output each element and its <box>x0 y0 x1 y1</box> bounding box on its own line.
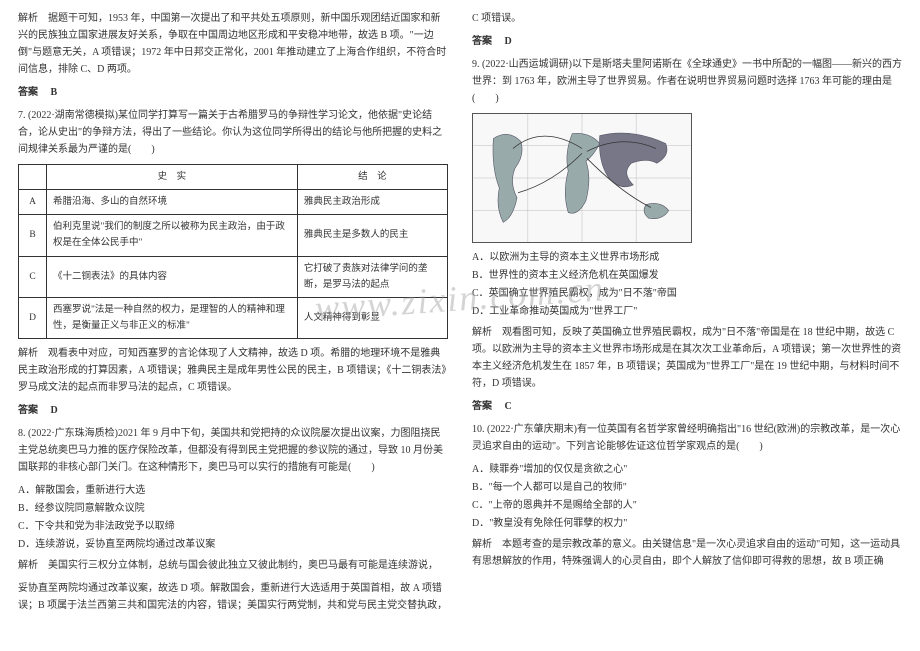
row-lab-a: A <box>19 190 47 215</box>
answer-label-4: 答案 <box>472 401 492 412</box>
row-lab-b: B <box>19 215 47 256</box>
row-lab-c: C <box>19 256 47 297</box>
row-fact-a: 希腊沿海、多山的自然环境 <box>47 190 298 215</box>
row-conc-c: 它打破了贵族对法律学问的垄断，是罗马法的起点 <box>297 256 447 297</box>
q10-opt-d: D．"教皇没有免除任何罪孽的权力" <box>472 515 902 532</box>
q8-options: A．解散国会，重新进行大选 B．经参议院同意解散众议院 C．下令共和党为非法政党… <box>18 482 448 553</box>
question-9: 9. (2022·山西运城调研)以下是斯塔夫里阿诺斯在《全球通史》一书中所配的一… <box>472 56 902 107</box>
answer-label-3: 答案 <box>472 36 492 47</box>
question-7: 7. (2022·湖南常德模拟)某位同学打算写一篇关于古希腊罗马的争辩性学习论文… <box>18 107 448 158</box>
answer-label-2: 答案 <box>18 405 38 416</box>
row-conc-d: 人文精神得到彰显 <box>297 297 447 338</box>
q8-opt-a: A．解散国会，重新进行大选 <box>18 482 448 499</box>
q10-opt-a: A．赎罪券"增加的仅仅是贪欲之心" <box>472 461 902 478</box>
q10-opt-b: B．"每一个人都可以是自己的牧师" <box>472 479 902 496</box>
answer-label-1: 答案 <box>18 87 38 98</box>
answer-val-1: B <box>51 87 58 98</box>
q8-opt-c: C．下令共和党为非法政党予以取缔 <box>18 518 448 535</box>
analysis-4: 解析 观看图可知，反映了英国确立世界殖民霸权，成为"日不落"帝国是在 18 世纪… <box>472 324 902 392</box>
answer-4: 答案 C <box>472 398 902 415</box>
answer-val-2: D <box>51 405 58 416</box>
q8-opt-b: B．经参议院同意解散众议院 <box>18 500 448 517</box>
q9-opt-d: D．工业革命推动英国成为"世界工厂" <box>472 303 902 320</box>
q9-opt-b: B．世界性的资本主义经济危机在英国爆发 <box>472 267 902 284</box>
th-conc: 结 论 <box>297 165 447 190</box>
row-lab-d: D <box>19 297 47 338</box>
answer-3: 答案 D <box>472 33 902 50</box>
th-fact: 史 实 <box>47 165 298 190</box>
th-blank <box>19 165 47 190</box>
q10-opt-c: C．"上帝的恩典并不是赐给全部的人" <box>472 497 902 514</box>
q8-opt-d: D．连续游说，妥协直至两院均通过改革议案 <box>18 536 448 553</box>
answer-2: 答案 D <box>18 402 448 419</box>
ans4-spacer <box>495 401 505 412</box>
table-row: C 《十二铜表法》的具体内容 它打破了贵族对法律学问的垄断，是罗马法的起点 <box>19 256 448 297</box>
ans2-spacer <box>41 405 51 416</box>
table-row: A 希腊沿海、多山的自然环境 雅典民主政治形成 <box>19 190 448 215</box>
answer-val-3: D <box>505 36 512 47</box>
answer-value-1 <box>41 87 51 98</box>
row-fact-c: 《十二铜表法》的具体内容 <box>47 256 298 297</box>
table-row: B 伯利克里说"我们的制度之所以被称为民主政治，由于政权是在全体公民手中" 雅典… <box>19 215 448 256</box>
row-fact-d: 西塞罗说"法是一种自然的权力，是理智的人的精神和理性，是衡量正义与非正义的标准" <box>47 297 298 338</box>
ans3-spacer <box>495 36 505 47</box>
q9-opt-a: A．以欧洲为主导的资本主义世界市场形成 <box>472 249 902 266</box>
question-10: 10. (2022·广东肇庆期末)有一位英国有名哲学家曾经明确指出"16 世纪(… <box>472 421 902 455</box>
row-conc-b: 雅典民主是多数人的民主 <box>297 215 447 256</box>
q7-table: 史 实 结 论 A 希腊沿海、多山的自然环境 雅典民主政治形成 B 伯利克里说"… <box>18 164 448 339</box>
row-conc-a: 雅典民主政治形成 <box>297 190 447 215</box>
world-map-svg <box>473 114 691 242</box>
analysis-3: 解析 美国实行三权分立体制，总统与国会彼此独立又彼此制约，奥巴马最有可能是连续游… <box>18 557 448 574</box>
q9-options: A．以欧洲为主导的资本主义世界市场形成 B．世界性的资本主义经济危机在英国爆发 … <box>472 249 902 320</box>
analysis-1: 解析 据题干可知，1953 年，中国第一次提出了和平共处五项原则，新中国乐观团结… <box>18 10 448 78</box>
table-row: D 西塞罗说"法是一种自然的权力，是理智的人的精神和理性，是衡量正义与非正义的标… <box>19 297 448 338</box>
world-map-figure <box>472 113 692 243</box>
row-fact-b: 伯利克里说"我们的制度之所以被称为民主政治，由于政权是在全体公民手中" <box>47 215 298 256</box>
analysis-2: 解析 观看表中对应，可知西塞罗的言论体现了人文精神，故选 D 项。希腊的地理环境… <box>18 345 448 396</box>
analysis-5: 解析 本题考查的是宗教改革的意义。由关键信息"是一次心灵追求自由的运动"可知，这… <box>472 536 902 570</box>
q9-opt-c: C．英国确立世界殖民霸权，成为"日不落"帝国 <box>472 285 902 302</box>
q10-options: A．赎罪券"增加的仅仅是贪欲之心" B．"每一个人都可以是自己的牧师" C．"上… <box>472 461 902 532</box>
answer-1: 答案 B <box>18 84 448 101</box>
answer-val-4: C <box>505 401 512 412</box>
question-8: 8. (2022·广东珠海质检)2021 年 9 月中下旬，美国共和党把持的众议… <box>18 425 448 476</box>
